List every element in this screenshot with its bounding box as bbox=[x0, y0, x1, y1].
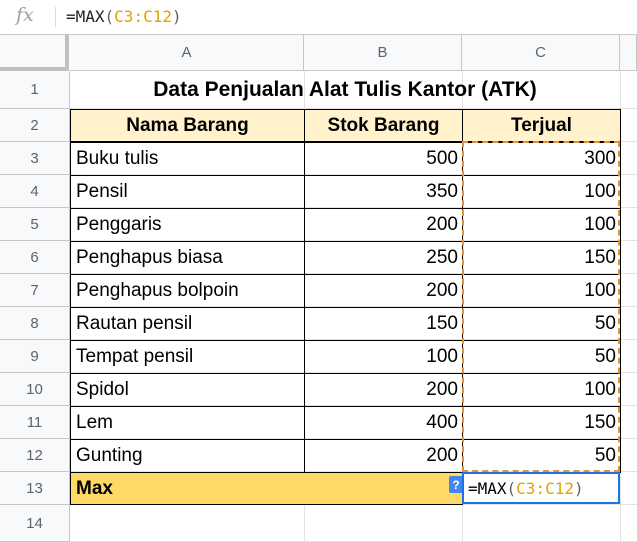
cell-terjual[interactable]: 300 bbox=[462, 142, 621, 176]
column-header-d[interactable] bbox=[620, 35, 637, 71]
cell-terjual[interactable]: 50 bbox=[462, 439, 621, 473]
cell-nama-barang[interactable]: Gunting bbox=[70, 439, 305, 473]
formula-bar-divider bbox=[55, 7, 56, 27]
cell-terjual[interactable]: 100 bbox=[462, 175, 621, 209]
cell-terjual[interactable]: 100 bbox=[462, 208, 621, 242]
gridline-row bbox=[70, 108, 637, 109]
cell-nama-barang[interactable]: Rautan pensil bbox=[70, 307, 305, 341]
row-header-2[interactable]: 2 bbox=[0, 109, 70, 142]
formula-function: =MAX bbox=[66, 7, 105, 26]
cell-stok-barang[interactable]: 100 bbox=[304, 340, 463, 374]
cell-terjual[interactable]: 150 bbox=[462, 241, 621, 275]
cell-stok-barang[interactable]: 200 bbox=[304, 208, 463, 242]
editor-function: =MAX bbox=[468, 478, 507, 498]
row-header-7[interactable]: 7 bbox=[0, 274, 70, 307]
cell-stok-barang[interactable]: 150 bbox=[304, 307, 463, 341]
row-header-9[interactable]: 9 bbox=[0, 340, 70, 373]
cell-terjual[interactable]: 50 bbox=[462, 340, 621, 374]
gridline-row bbox=[70, 174, 637, 175]
gridline-row bbox=[70, 306, 637, 307]
row-header-12[interactable]: 12 bbox=[0, 439, 70, 472]
column-header-a[interactable]: A bbox=[70, 35, 304, 71]
cell-terjual[interactable]: 150 bbox=[462, 406, 621, 440]
gridline-row bbox=[70, 339, 637, 340]
fx-icon: fx bbox=[16, 4, 34, 26]
formula-help-button[interactable]: ? bbox=[449, 476, 463, 493]
row-header-4[interactable]: 4 bbox=[0, 175, 70, 208]
row-header-8[interactable]: 8 bbox=[0, 307, 70, 340]
header-stok-barang[interactable]: Stok Barang bbox=[304, 109, 463, 142]
cell-editor-c13[interactable]: =MAX(C3:C12) bbox=[462, 472, 620, 504]
formula-close-paren: ) bbox=[171, 7, 182, 26]
cell-nama-barang[interactable]: Pensil bbox=[70, 175, 305, 209]
cell-nama-barang[interactable]: Spidol bbox=[70, 373, 305, 407]
formula-input[interactable]: =MAX(C3:C12) bbox=[66, 7, 182, 26]
formula-bar: fx =MAX(C3:C12) bbox=[0, 0, 637, 35]
row-header-6[interactable]: 6 bbox=[0, 241, 70, 274]
gridline-row bbox=[70, 207, 637, 208]
gridline-row bbox=[70, 240, 637, 241]
formula-range: C3:C12 bbox=[114, 7, 172, 26]
row-header-1[interactable]: 1 bbox=[0, 71, 70, 109]
cell-stok-barang[interactable]: 200 bbox=[304, 439, 463, 473]
cell-stok-barang[interactable]: 400 bbox=[304, 406, 463, 440]
select-all-corner[interactable] bbox=[0, 35, 69, 71]
cell-nama-barang[interactable]: Buku tulis bbox=[70, 142, 305, 176]
column-header-b[interactable]: B bbox=[304, 35, 462, 71]
row-header-11[interactable]: 11 bbox=[0, 406, 70, 439]
max-label-cell[interactable]: Max bbox=[70, 472, 463, 505]
gridline-row bbox=[70, 471, 637, 472]
cell-nama-barang[interactable]: Tempat pensil bbox=[70, 340, 305, 374]
cell-stok-barang[interactable]: 250 bbox=[304, 241, 463, 275]
row-header-10[interactable]: 10 bbox=[0, 373, 70, 406]
row-header-5[interactable]: 5 bbox=[0, 208, 70, 241]
gridline-row bbox=[70, 438, 637, 439]
cell-nama-barang[interactable]: Penghapus bolpoin bbox=[70, 274, 305, 308]
cell-terjual[interactable]: 100 bbox=[462, 274, 621, 308]
cell-stok-barang[interactable]: 500 bbox=[304, 142, 463, 176]
cell-stok-barang[interactable]: 200 bbox=[304, 373, 463, 407]
cell-nama-barang[interactable]: Lem bbox=[70, 406, 305, 440]
header-terjual[interactable]: Terjual bbox=[462, 109, 621, 142]
row-header-13[interactable]: 13 bbox=[0, 472, 70, 505]
cell-stok-barang[interactable]: 200 bbox=[304, 274, 463, 308]
editor-range: C3:C12 bbox=[516, 478, 574, 498]
cell-nama-barang[interactable]: Penghapus biasa bbox=[70, 241, 305, 275]
header-nama-barang[interactable]: Nama Barang bbox=[70, 109, 305, 142]
formula-open-paren: ( bbox=[104, 7, 115, 26]
cell-terjual[interactable]: 100 bbox=[462, 373, 621, 407]
cell-stok-barang[interactable]: 350 bbox=[304, 175, 463, 209]
row-header-3[interactable]: 3 bbox=[0, 142, 70, 175]
editor-close-paren: ) bbox=[573, 478, 584, 498]
sheet-title[interactable]: Data Penjualan Alat Tulis Kantor (ATK) bbox=[153, 78, 537, 101]
cell-nama-barang[interactable]: Penggaris bbox=[70, 208, 305, 242]
row-header-14[interactable]: 14 bbox=[0, 505, 70, 542]
cell-terjual[interactable]: 50 bbox=[462, 307, 621, 341]
column-header-c[interactable]: C bbox=[462, 35, 620, 71]
gridline-row bbox=[70, 405, 637, 406]
gridline-row bbox=[70, 273, 637, 274]
editor-open-paren: ( bbox=[506, 478, 517, 498]
gridline-row bbox=[70, 372, 637, 373]
